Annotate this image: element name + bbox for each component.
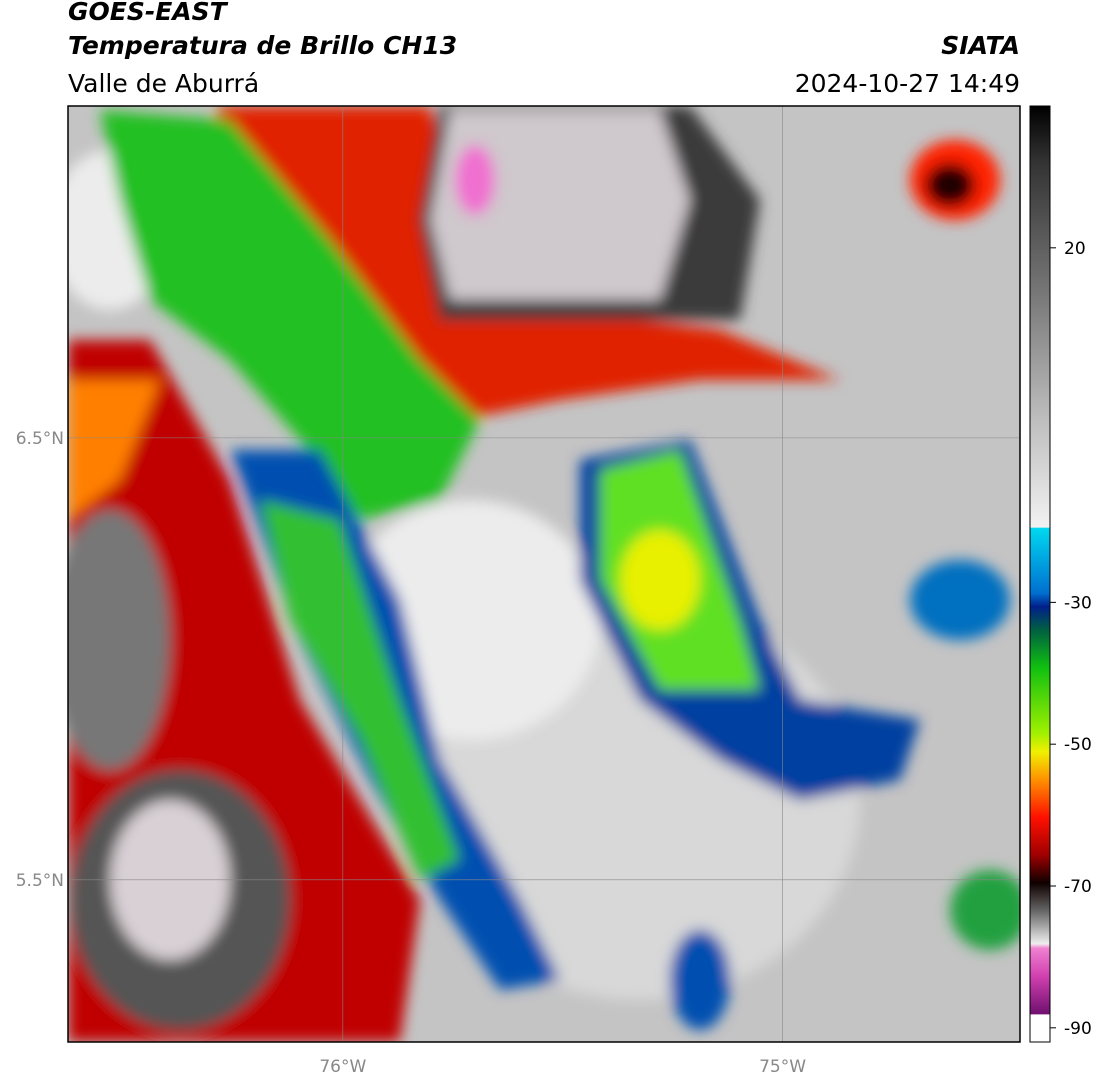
colorbar-tick-label: -50 <box>1064 735 1092 755</box>
colorbar-tick-label: -70 <box>1064 877 1092 897</box>
x-tick-label: 76°W <box>319 1057 366 1077</box>
datetime: 2024-10-27 14:49 <box>795 69 1020 98</box>
map-frame <box>67 105 1021 1043</box>
graticule <box>68 106 1020 1042</box>
x-tick-label: 75°W <box>759 1057 806 1077</box>
colorbar-tick-label: -30 <box>1064 593 1092 613</box>
source: SIATA <box>941 31 1020 60</box>
subtitle: Temperatura de Brillo CH13 <box>68 31 457 60</box>
colorbar-tick-label: -90 <box>1064 1019 1092 1039</box>
satellite-image <box>68 106 1020 1042</box>
colorbar-tick-label: 20 <box>1064 239 1086 259</box>
y-tick-label: 6.5°N <box>16 429 64 449</box>
y-tick-label: 5.5°N <box>16 871 64 891</box>
colorbar <box>1029 105 1051 1043</box>
title: GOES-EAST <box>68 0 229 26</box>
region: Valle de Aburrá <box>68 69 259 98</box>
